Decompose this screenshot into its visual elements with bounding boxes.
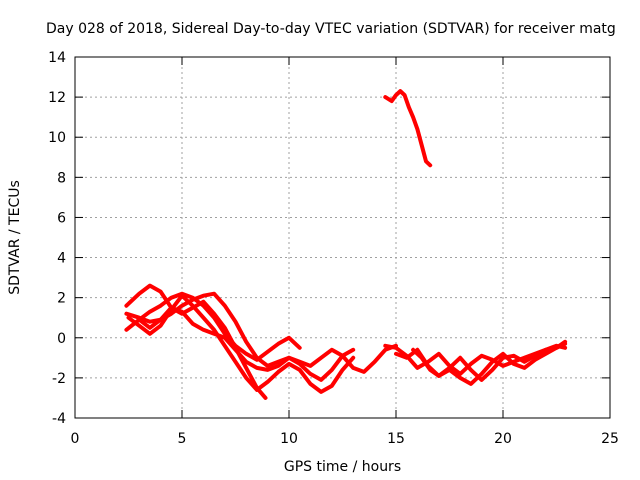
y-tick-label: 6 [57, 210, 66, 226]
axis-ticks: -4 -2 0 2 4 6 8 10 12 14 0 5 10 15 20 25 [48, 50, 619, 447]
x-tick-label: 20 [494, 431, 512, 447]
x-tick-label: 10 [280, 431, 298, 447]
plot-frame [74, 56, 611, 419]
data-traces [124, 89, 568, 400]
y-tick-label: 14 [48, 50, 66, 66]
y-tick-label: 0 [57, 331, 66, 347]
series-trace-3 [124, 291, 398, 374]
y-tick-label: 2 [57, 291, 66, 307]
x-tick-label: 5 [178, 431, 187, 447]
chart-title: Day 028 of 2018, Sidereal Day-to-day VTE… [46, 21, 616, 37]
series-trace-6 [383, 89, 433, 168]
y-tick-label: 8 [57, 170, 66, 186]
y-tick-label: -4 [52, 411, 66, 427]
y-tick-label: 10 [48, 130, 66, 146]
x-axis-label: GPS time / hours [284, 459, 401, 475]
series-trace-5 [137, 305, 356, 382]
y-tick-label: 12 [48, 90, 66, 106]
x-tick-label: 0 [71, 431, 80, 447]
x-tick-label: 15 [387, 431, 405, 447]
y-axis-label: SDTVAR / TECUs [7, 180, 23, 295]
y-tick-label: 4 [57, 251, 66, 267]
series-trace-9 [411, 343, 568, 382]
series-trace-4 [126, 293, 356, 394]
x-tick-label: 25 [601, 431, 619, 447]
series-trace-1 [124, 283, 268, 400]
series-trace-2 [124, 291, 302, 362]
y-tick-label: -2 [52, 371, 66, 387]
